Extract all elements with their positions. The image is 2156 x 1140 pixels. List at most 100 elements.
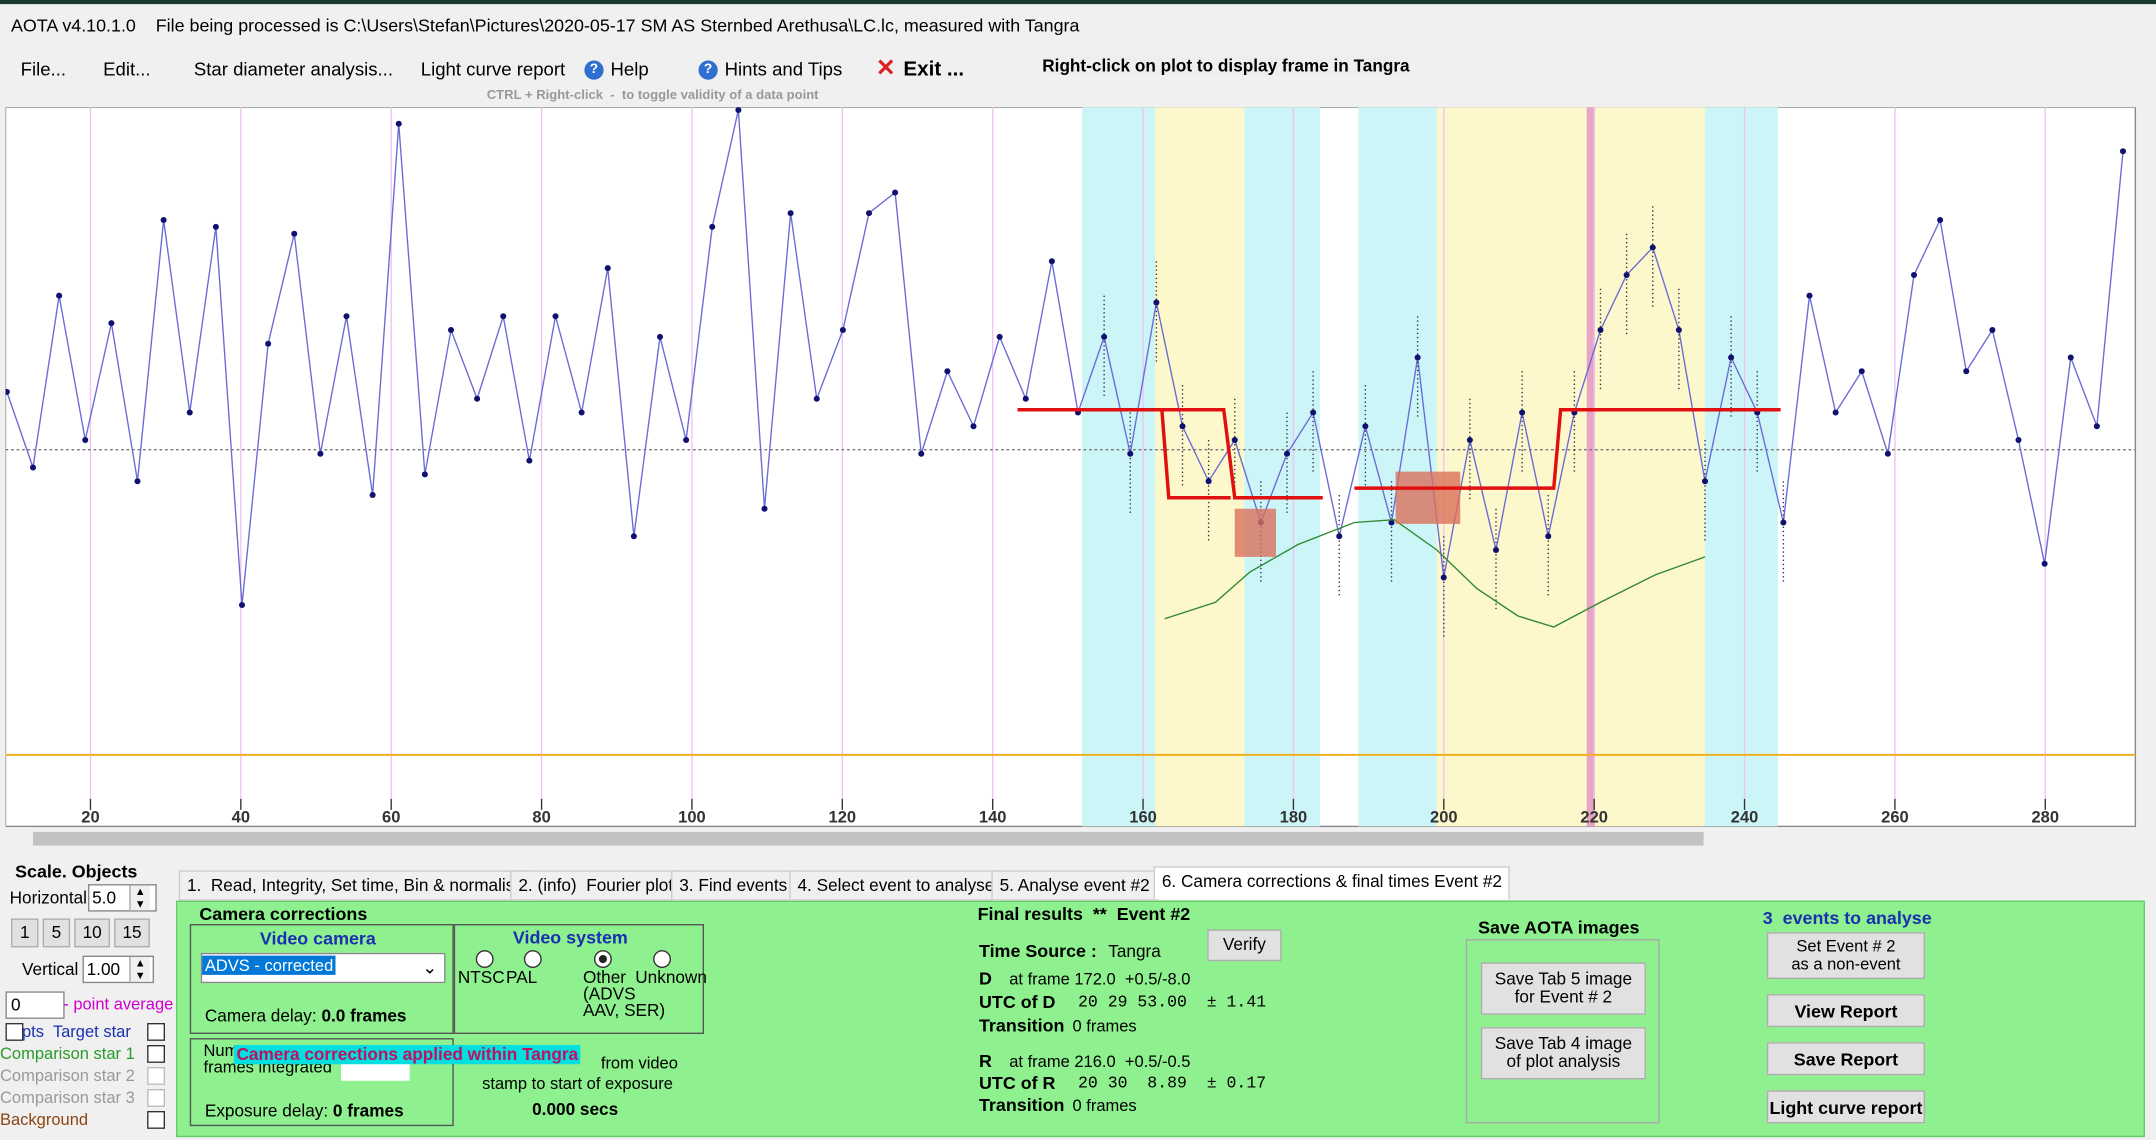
save-title: Save AOTA images [1478,917,1640,938]
menu-item[interactable]: Star diameter analysis... [193,59,393,80]
x-tick-label: 60 [382,808,400,826]
event-button[interactable]: Save Report [1766,1042,1925,1076]
camera-delay: Camera delay: 0.0 frames [205,1007,407,1026]
events-title: 3 events to analyse [1762,907,1932,929]
data-point [683,436,690,444]
dropdown-arrow: ⌄ [422,957,438,978]
radio-label: NTSC [457,968,505,988]
object-checkbox[interactable] [147,1023,165,1041]
event-button[interactable]: View Report [1766,994,1925,1028]
data-point [212,223,219,230]
scrollbar[interactable] [5,829,2137,849]
x-tick-label: 180 [1280,808,1308,826]
video-camera-title: Video camera [259,928,376,949]
frames-input[interactable] [341,1061,410,1081]
menu-item[interactable]: Light curve report [420,59,566,80]
radio-button[interactable] [653,950,671,968]
file-path: File being processed is C:\Users\Stefan\… [155,15,1080,36]
menu-item[interactable]: File... [20,59,67,80]
data-point [944,368,951,375]
save-box [1465,939,1660,1124]
camera-delay-label: Camera delay: [204,1006,317,1026]
data-point [134,478,141,485]
data-point [291,230,298,237]
data-point [447,326,455,334]
object-checkbox[interactable] [147,1089,165,1107]
video-system-title: Video system [512,926,628,948]
save-button[interactable]: Save Tab 4 image of plot analysis [1480,1027,1646,1080]
light-curve-plot[interactable]: 20 40 60 80 100 120 140 160 180 200 220 240 260 280 [5,107,2137,828]
menu-item[interactable]: Help [610,59,649,80]
data-point [1205,478,1212,485]
object-checkbox[interactable] [5,1023,24,1041]
object-checkbox[interactable] [147,1067,165,1085]
event-button[interactable]: Set Event # 2 as a non-event [1766,932,1925,979]
scale-button[interactable]: 10 [74,918,110,948]
verify-button[interactable]: Verify [1207,929,1282,962]
save-button[interactable]: Save Tab 5 image for Event # 2 [1480,962,1646,1015]
horizontal-spinner[interactable]: ▲ ▼ [129,885,150,911]
camera-title: Camera corrections [199,903,368,924]
data-point [82,436,89,444]
data-point [2067,354,2074,361]
tab[interactable]: 6. Camera corrections & final times Even… [1153,866,1511,900]
app-title: AOTA v4.10.1.0 File being processed is C… [11,15,1079,36]
exit-icon: ✕ [875,55,896,82]
data-point [474,395,481,402]
radio-button[interactable] [523,950,542,968]
data-point [1440,574,1447,581]
tab[interactable]: 3. Find events [671,870,796,901]
scale-title: Scale. Objects [15,860,138,882]
data-point [709,223,716,230]
object-checkbox[interactable] [147,1045,165,1063]
data-point [892,189,899,196]
data-point [1858,368,1865,375]
vertical-spinner[interactable]: ▲ ▼ [129,957,150,982]
data-point [552,313,559,320]
data-point [1937,216,1944,224]
data-point [108,320,115,327]
data-point [1728,354,1735,361]
camera-select[interactable]: ADVS - corrected ⌄ [200,952,446,984]
menu-item[interactable]: Exit ... [903,57,965,82]
event-button[interactable]: Light curve report [1766,1090,1925,1124]
scale-button[interactable]: 1 [11,918,39,948]
data-point [2119,148,2127,155]
data-point [1623,271,1630,279]
data-point [656,333,664,340]
result-value: 0 frames [1072,1016,1137,1036]
data-point [1310,409,1317,416]
data-point [421,471,428,478]
time-source-label: Time Source : [979,940,1097,962]
time-source: Tangra [1108,941,1161,962]
x-tick-label: 220 [1580,808,1608,826]
scale-button[interactable]: 15 [114,918,150,948]
menu-item[interactable]: Edit... [103,59,151,80]
tab[interactable]: 2. (info) Fourier plot [510,870,682,901]
data-point [526,457,533,464]
data-point [813,395,820,402]
data-point [1492,546,1500,554]
scale-button[interactable]: 5 [42,918,71,948]
data-point [160,216,167,224]
plot-hint: Right-click on plot to display frame in … [1042,56,1410,76]
data-point [918,450,925,457]
data-point [1545,533,1552,540]
data-point [265,340,272,347]
object-checkbox[interactable] [147,1111,165,1129]
tab[interactable]: 5. Analyse event #2 [991,870,1158,901]
tab[interactable]: 4. Select event to analyse [789,870,1003,901]
radio-button[interactable] [475,950,494,968]
data-point [1153,299,1160,306]
radio-label: PAL [506,968,538,988]
data-point [839,326,846,334]
tab[interactable]: 1. Read, Integrity, Set time, Bin & norm… [178,870,533,901]
scroll-thumb[interactable] [33,831,1704,846]
data-point [1701,478,1709,485]
menu-item[interactable]: Hints and Tips [724,59,843,80]
average-select[interactable]: 0 [5,991,65,1019]
x-tick-label: 160 [1129,808,1157,826]
data-point [761,505,768,512]
vertical-label: Vertical [22,959,79,979]
radio-button[interactable] [594,950,612,968]
